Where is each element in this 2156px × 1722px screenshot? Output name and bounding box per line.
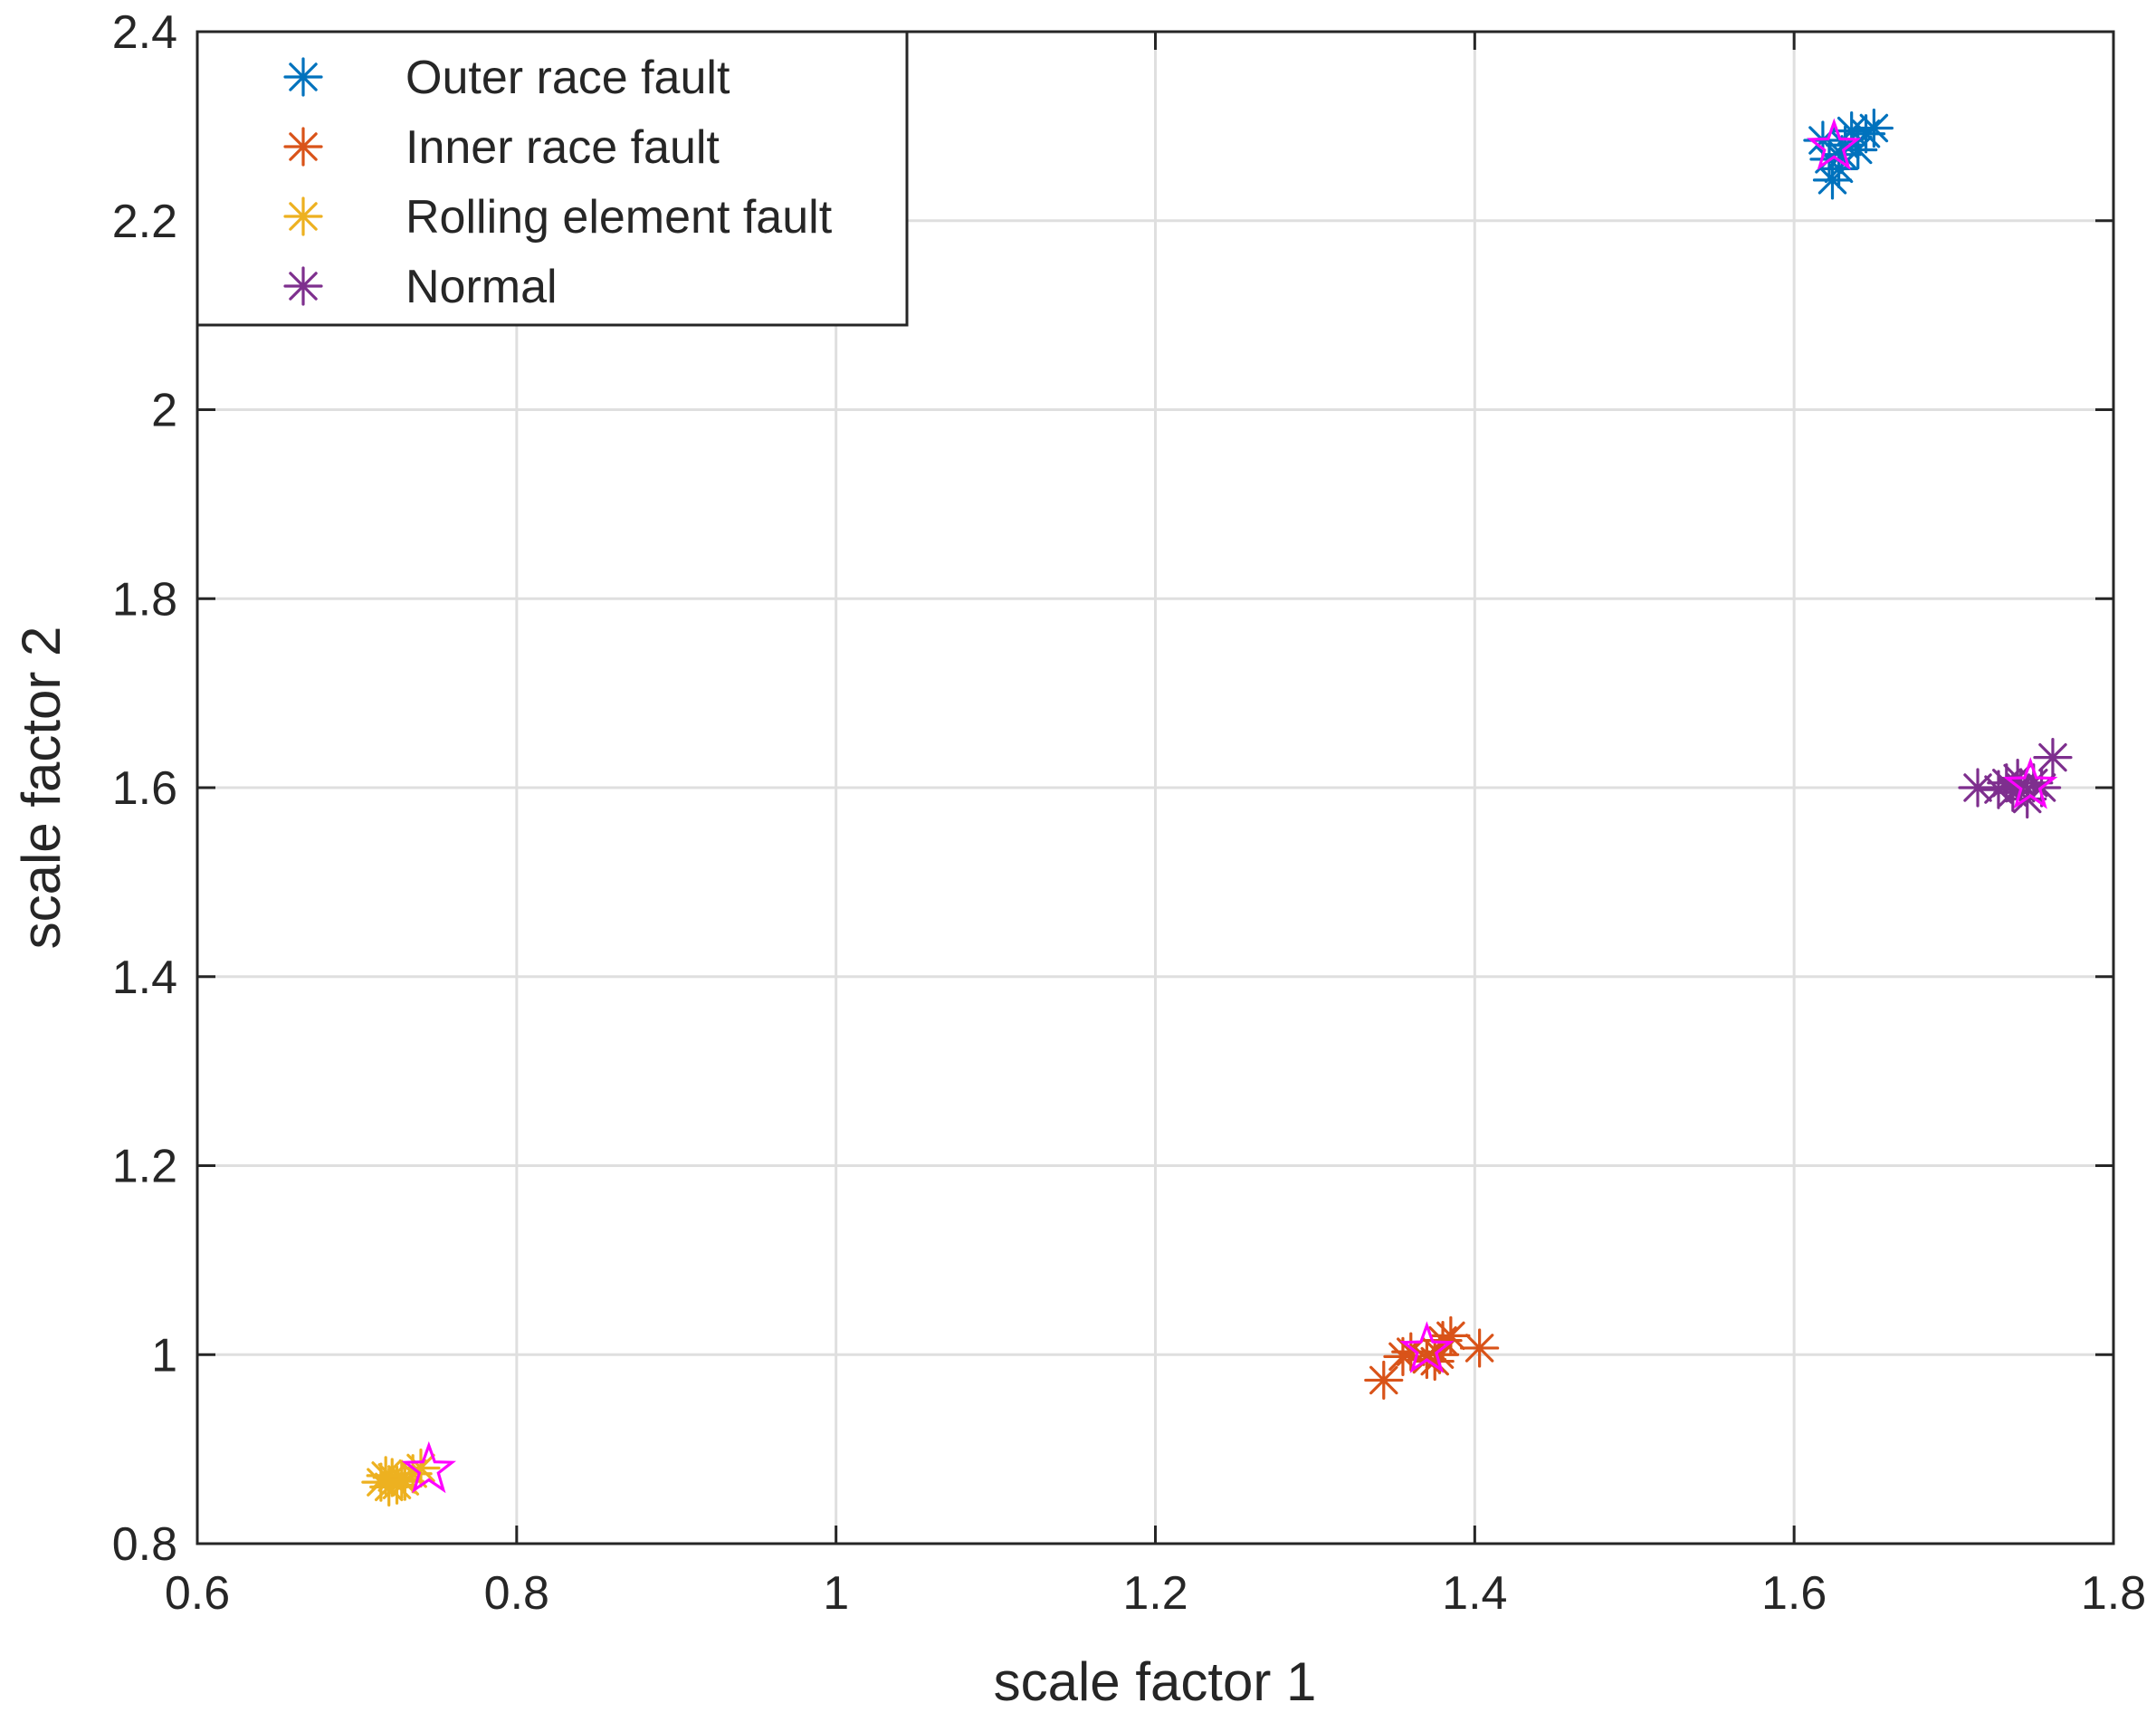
data-point [401,1448,441,1488]
data-point [1364,1360,1404,1401]
legend-marker [283,57,323,97]
legend-box [196,30,909,327]
data-point [2033,737,2073,778]
x-tick-label: 1 [823,1567,849,1620]
data-point [1460,1328,1500,1368]
legend-label: Inner race fault [405,121,720,174]
tick-labels: 0.6 0.8 1 1.2 1.4 1.6 1.80.811.21.41.61.822.22… [112,6,2146,1620]
y-axis-title: scale factor 2 [11,627,72,950]
y-tick-label: 1.6 [112,762,177,815]
centroid-star [401,1440,457,1494]
x-tick-label: 1.6 [1761,1567,1827,1620]
x-tick-label: 1.8 [2081,1567,2146,1620]
centroid-star [1399,1321,1455,1373]
x-tick-label: 1.2 [1122,1567,1188,1620]
legend: Outer race fault Inner race fault Rolling … [196,30,909,327]
data-point [1854,108,1894,148]
centroid-markers [401,118,2058,1494]
y-tick-label: 1.2 [112,1141,177,1193]
y-tick-label: 1.4 [112,952,177,1004]
centroid-star [1807,118,1862,171]
data-point [1431,1315,1471,1355]
x-tick-label: 0.8 [484,1567,549,1620]
y-tick-label: 1 [151,1329,177,1382]
y-tick-label: 2 [151,385,177,437]
legend-marker [283,266,323,306]
data-point [366,1456,405,1496]
legend-marker [283,196,323,236]
data-point [1958,768,1998,808]
y-tick-label: 2.2 [112,196,177,248]
y-tick-label: 0.8 [112,1518,177,1571]
legend-label: Normal [405,261,558,313]
x-tick-label: 0.6 [165,1567,230,1620]
data-points [361,108,2073,1507]
x-axis-title: scale factor 1 [994,1651,1317,1712]
y-tick-label: 2.4 [112,6,177,59]
x-tick-label: 1.4 [1442,1567,1507,1620]
axes-box [196,30,2115,1545]
legend-label: Outer race fault [405,52,730,104]
legend-marker [283,127,323,167]
y-tick-label: 1.8 [112,573,177,626]
centroid-star [2003,757,2058,809]
legend-label: Rolling element fault [405,191,833,244]
